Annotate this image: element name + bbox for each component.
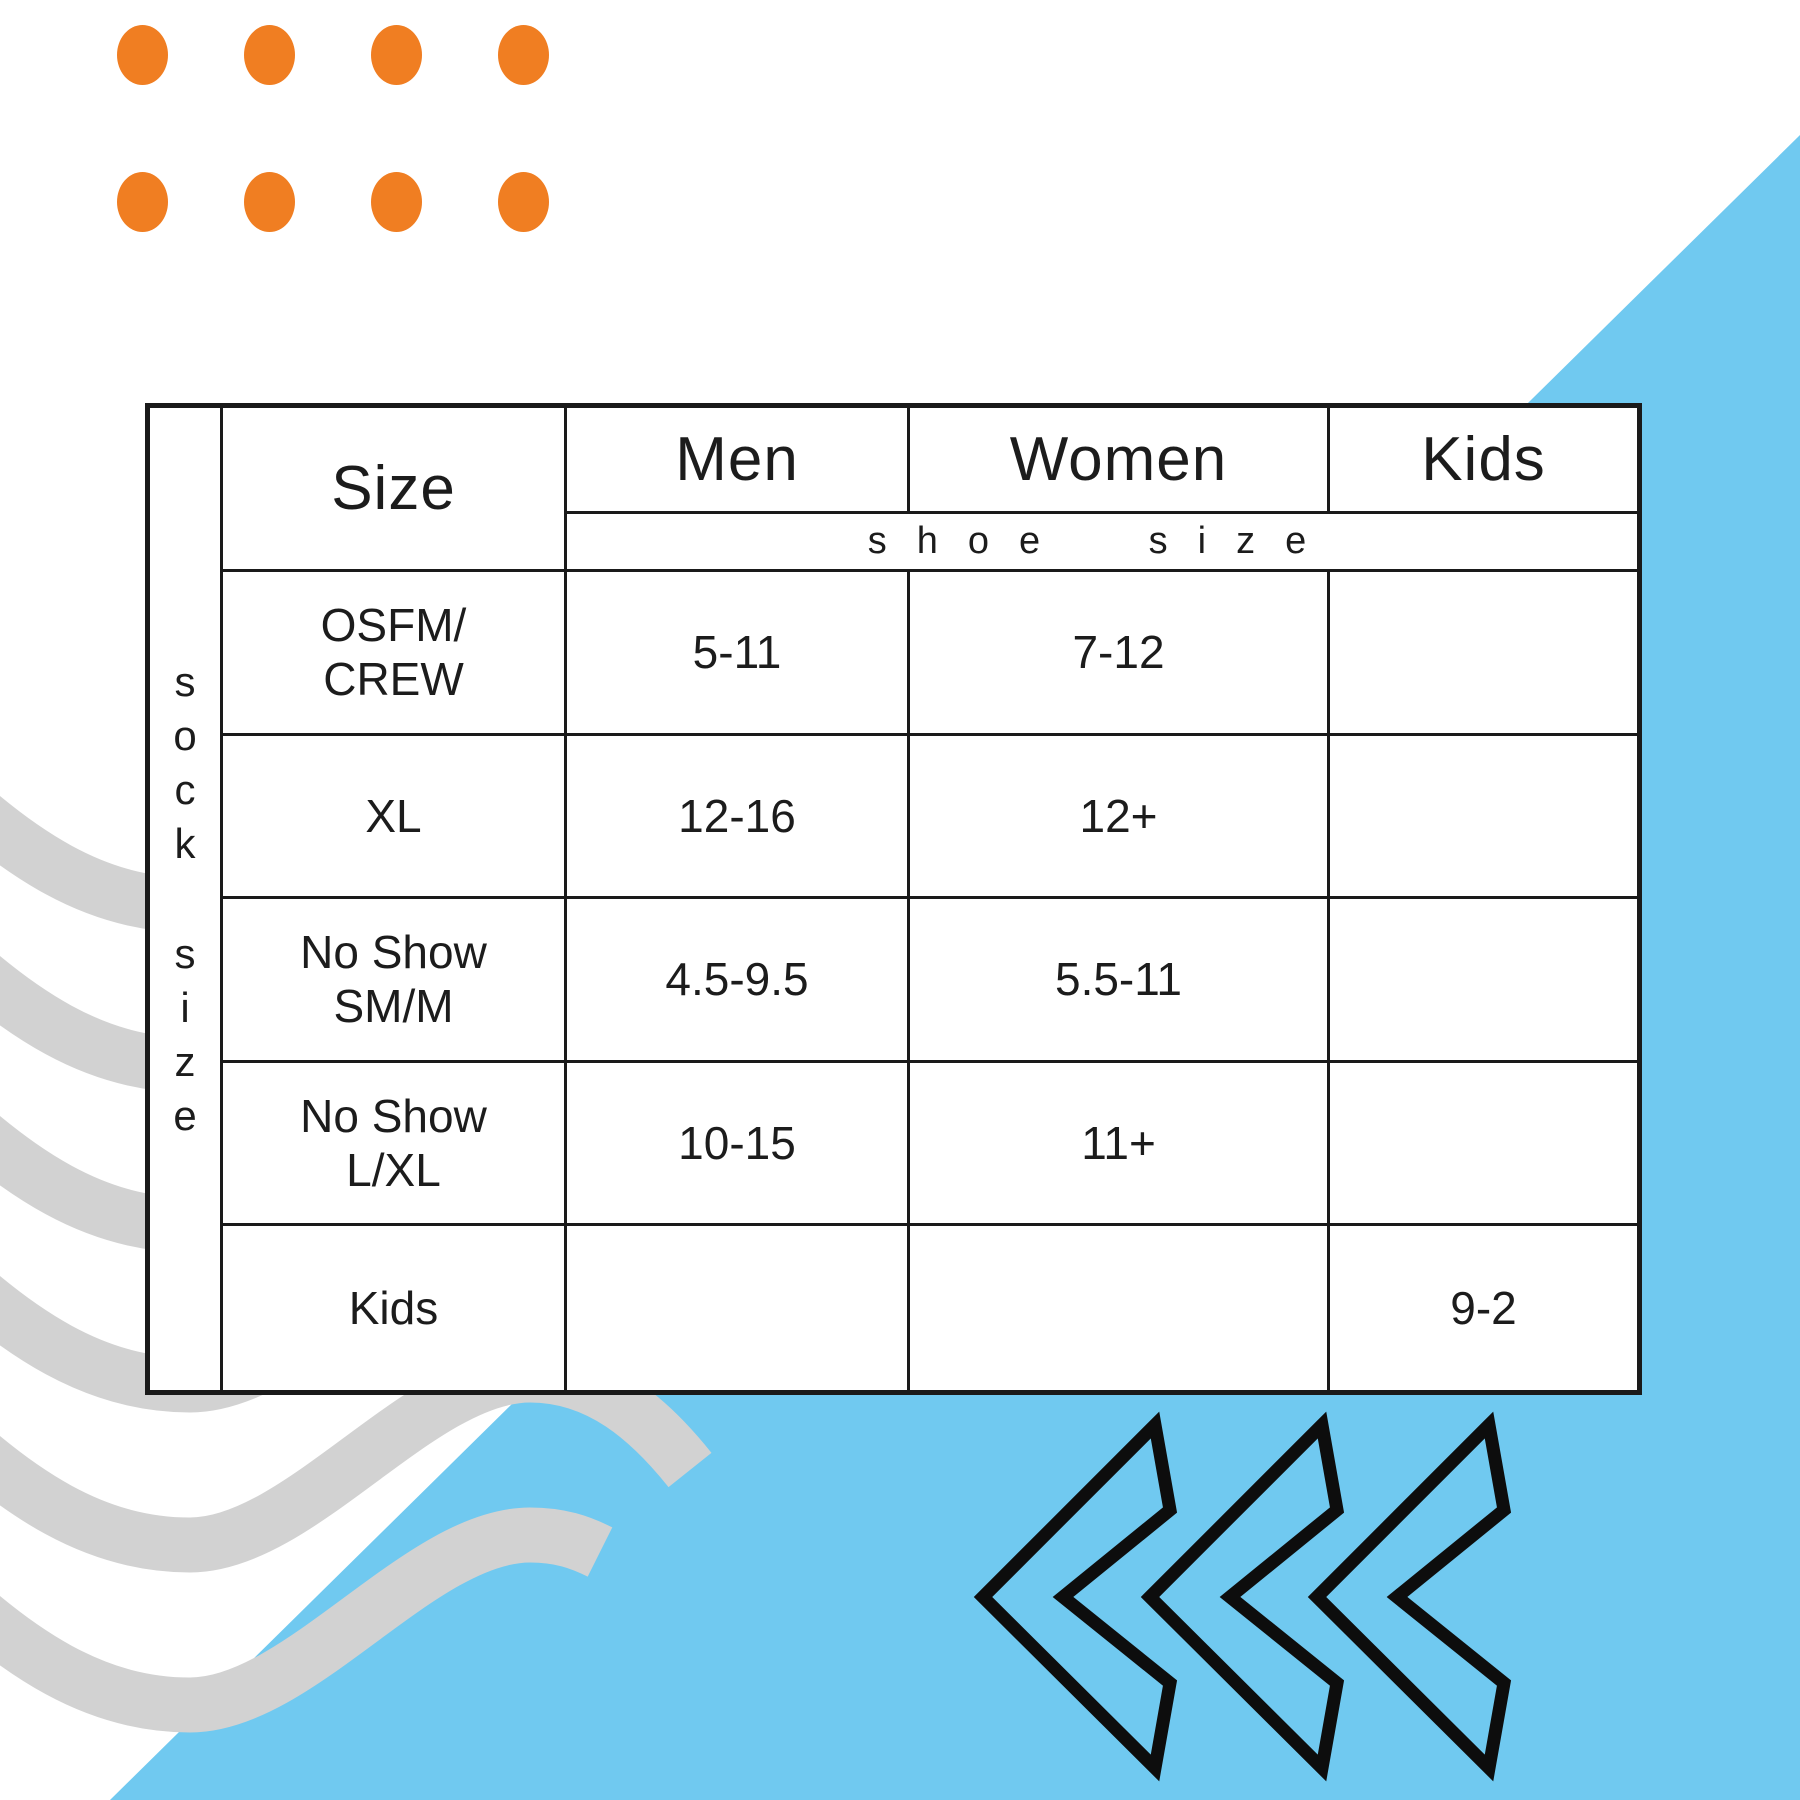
cell-women-xl: 12+ <box>910 735 1330 900</box>
cell-kids-noshow-smm <box>1330 899 1637 1063</box>
chevron-left-icon <box>973 1411 1178 1782</box>
header-men: Men <box>567 408 910 514</box>
cell-men-noshow-lxl: 10-15 <box>567 1062 910 1227</box>
dots-pattern <box>117 25 549 232</box>
side-label-word-size: s i z e <box>173 930 197 1139</box>
cell-men-noshow-smm: 4.5-9.5 <box>567 899 910 1063</box>
header-size: Size <box>223 408 567 572</box>
size-chart-table: s o c k s i z e Size Men Women Kids shoe… <box>145 403 1642 1395</box>
subheader-shoe-size: shoe size <box>567 514 1637 572</box>
row-label-xl: XL <box>223 735 567 900</box>
side-label-word-sock: s o c k <box>173 658 197 867</box>
dot <box>117 172 168 232</box>
cell-kids-noshow-lxl <box>1330 1063 1637 1227</box>
row-label-noshow-lxl: No Show L/XL <box>223 1062 567 1227</box>
dot <box>498 25 549 85</box>
cell-women-osfm: 7-12 <box>910 572 1330 736</box>
cell-kids-osfm <box>1330 572 1637 736</box>
header-kids: Kids <box>1330 408 1637 514</box>
cell-men-kids <box>567 1226 910 1390</box>
header-women: Women <box>910 408 1330 514</box>
row-label-osfm-crew: OSFM/CREW <box>223 572 567 736</box>
cell-kids-xl <box>1330 736 1637 900</box>
row-label-kids: Kids <box>223 1226 567 1390</box>
cell-women-noshow-smm: 5.5-11 <box>910 899 1330 1063</box>
cell-men-osfm: 5-11 <box>567 572 910 736</box>
cell-women-noshow-lxl: 11+ <box>910 1062 1330 1227</box>
cell-women-kids <box>910 1226 1330 1390</box>
cell-kids-kids: 9-2 <box>1450 1282 1517 1335</box>
chevron-left-icon <box>1307 1411 1512 1782</box>
cell-men-xl: 12-16 <box>567 735 910 900</box>
chevron-left-icon <box>1140 1411 1345 1782</box>
dot <box>244 25 295 85</box>
dot <box>244 172 295 232</box>
row-label-noshow-smm: No Show SM/M <box>223 899 567 1063</box>
dot <box>117 25 168 85</box>
dot <box>371 25 422 85</box>
dot <box>498 172 549 232</box>
dot <box>371 172 422 232</box>
chevrons-left <box>973 1411 1512 1782</box>
wave-stripe <box>0 1507 613 1733</box>
side-label-sock-size: s o c k s i z e <box>150 408 223 1390</box>
